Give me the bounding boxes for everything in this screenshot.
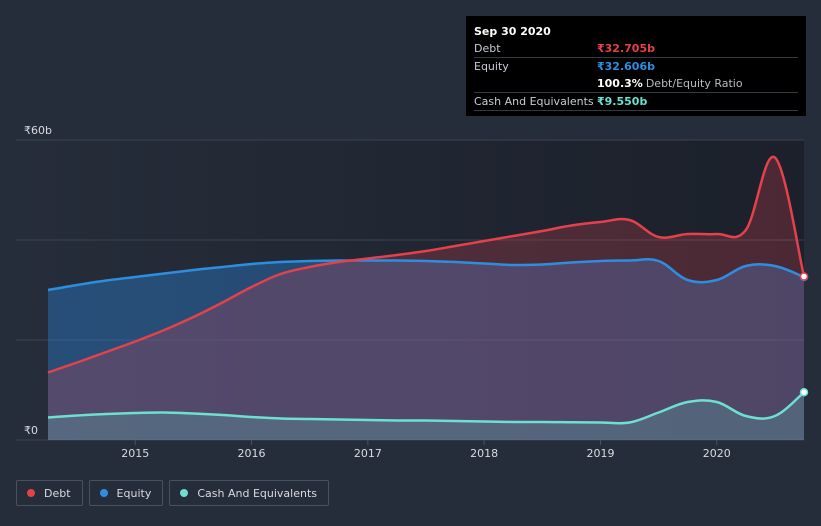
legend-dot-icon (99, 489, 108, 497)
tooltip-row-equity: Equity ₹32.606b (474, 58, 798, 75)
plot-background (16, 140, 804, 440)
cash-and-equivalents-line (47, 391, 805, 425)
x-tick-label: 2018 (470, 447, 498, 460)
x-tick-label: 2017 (354, 447, 382, 460)
tooltip-label: Equity (474, 60, 509, 73)
legend-label: Equity (116, 486, 152, 500)
y-tick-label: ₹60b (24, 124, 52, 137)
tooltip-value: ₹32.705b (597, 42, 655, 55)
legend-item-cash[interactable]: Cash And Equivalents (169, 480, 329, 506)
debt-end-point (799, 272, 809, 281)
tooltip-row-ratio: 100.3% Debt/Equity Ratio (474, 75, 798, 93)
x-tick-label: 2015 (121, 447, 149, 460)
chart-legend: Debt Equity Cash And Equivalents (16, 480, 335, 506)
y-axis-ticks: ₹60b ₹0 (24, 124, 52, 437)
tooltip-label (474, 75, 597, 92)
debt-area (48, 156, 804, 440)
tooltip-label: Cash And Equivalents (474, 95, 594, 108)
x-tick-label: 2019 (586, 447, 614, 460)
tooltip-panel: Sep 30 2020 Debt ₹32.705b Equity ₹32.606… (466, 16, 806, 116)
legend-item-equity[interactable]: Equity (88, 480, 164, 506)
tooltip-value: ₹32.606b (597, 60, 655, 73)
cash-and-equivalents-end-point (799, 388, 809, 397)
cash-and-equivalents-area (48, 392, 804, 440)
series-lines (47, 155, 806, 425)
gridlines (16, 139, 804, 441)
legend-label: Debt (44, 486, 71, 500)
tooltip-label: Debt (474, 42, 501, 55)
equity-line (47, 258, 805, 292)
series-end-markers (799, 272, 809, 397)
tooltip-row-debt: Debt ₹32.705b (474, 40, 798, 58)
equity-area (48, 259, 804, 440)
tooltip-ratio-label: Debt/Equity Ratio (645, 77, 743, 90)
y-tick-label: ₹0 (24, 424, 38, 437)
legend-item-debt[interactable]: Debt (16, 480, 83, 506)
debt-line (47, 155, 806, 374)
tooltip-date: Sep 30 2020 (474, 25, 551, 38)
tooltip-row-cash: Cash And Equivalents ₹9.550b (474, 93, 798, 111)
tooltip-value: 100.3% (597, 77, 643, 90)
legend-dot-icon (27, 489, 35, 497)
x-tick-label: 2020 (703, 447, 731, 460)
x-tick-label: 2016 (238, 447, 266, 460)
legend-label: Cash And Equivalents (197, 486, 317, 500)
tooltip-value: ₹9.550b (597, 95, 648, 108)
legend-dot-icon (180, 489, 189, 497)
x-axis-ticks: 2015 2016 2017 2018 2019 2020 (121, 440, 731, 460)
series-areas (48, 156, 804, 440)
